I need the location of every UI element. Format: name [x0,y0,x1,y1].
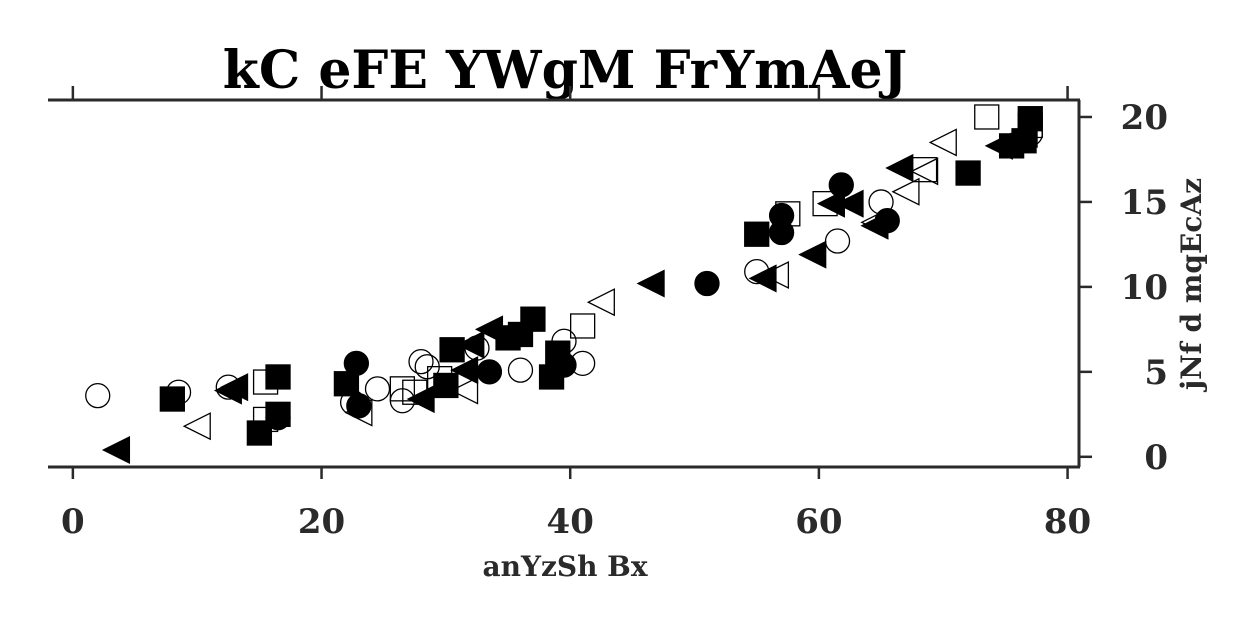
data-point-square-filled [439,337,465,363]
data-point-triangle-left-open [928,128,957,157]
data-point-triangle-left-filled [220,373,249,402]
data-point-square-filled [433,372,459,399]
data-point-circle-filled [768,219,795,246]
data-point-square-filled [333,371,360,397]
x-tick-label: 20 [298,502,345,542]
data-point-square-filled [955,160,981,186]
data-point-circle-filled [694,270,720,297]
data-point-triangle-left-filled [474,315,504,344]
data-point-square-filled [744,221,770,247]
chart-title: kC eFE YWgM FrYmAeJ [223,40,907,101]
data-point-triangle-left-open [586,288,615,317]
data-point-triangle-left-filled [450,356,479,385]
y-tick-label: 10 [1121,268,1168,308]
x-tick-label: 60 [795,502,842,542]
data-point-square-filled [159,386,185,412]
data-point-square-filled [538,364,565,390]
x-axis-label: anYzSh Bx [482,550,647,583]
data-point-triangle-left-filled [798,240,827,269]
x-tick-label: 40 [547,502,594,542]
axes-layer [48,98,1081,469]
y-tick-label: 20 [1121,98,1168,138]
y-tick-label: 15 [1121,183,1168,223]
data-point-square-open [570,313,596,339]
series-triangle-left-filled [101,131,1013,465]
data-point-square-open [974,104,1000,130]
data-point-triangle-left-open [1009,119,1038,149]
data-point-circle-open [408,349,434,375]
data-point-circle-open [364,376,391,402]
data-point-triangle-left-filled [101,435,131,465]
data-point-circle-open [824,228,851,254]
data-point-triangle-left-filled [636,269,665,298]
data-point-square-open [775,201,801,227]
data-point-triangle-left-filled [748,264,777,293]
y-tick-label: 5 [1144,353,1168,393]
ticks-layer: 0 20 40 60 80 0 5 10 15 20 [61,86,1168,542]
series-circle-filled [265,172,900,431]
data-point-circle-open [507,357,534,383]
data-point-triangle-left-filled [885,153,914,183]
data-point-triangle-left-open [344,398,373,427]
data-point-square-filled [1017,106,1043,132]
data-point-square-filled [265,401,291,427]
data-point-circle-filled [476,359,503,385]
y-tick-label: 0 [1144,438,1168,478]
data-point-square-filled [545,340,571,366]
x-tick-label: 80 [1044,502,1091,542]
data-point-triangle-left-filled [860,211,889,240]
y-axis-label: jNf d mqEcAz [1175,178,1208,393]
data-point-square-filled [265,364,291,390]
series-square-open [252,104,1043,433]
data-points [85,104,1043,465]
data-point-square-filled [520,306,546,332]
data-point-triangle-left-filled [835,189,864,218]
data-point-triangle-left-filled [406,384,435,414]
data-point-triangle-left-filled [984,131,1013,160]
data-point-triangle-left-filled [456,330,485,359]
x-tick-label: 0 [61,502,85,542]
data-point-triangle-left-open [910,157,939,186]
data-point-triangle-left-open [891,177,920,206]
data-point-triangle-left-open [450,376,479,405]
series-square-filled [159,106,1043,446]
data-point-triangle-left-open [182,412,211,441]
data-point-circle-open [85,382,111,409]
